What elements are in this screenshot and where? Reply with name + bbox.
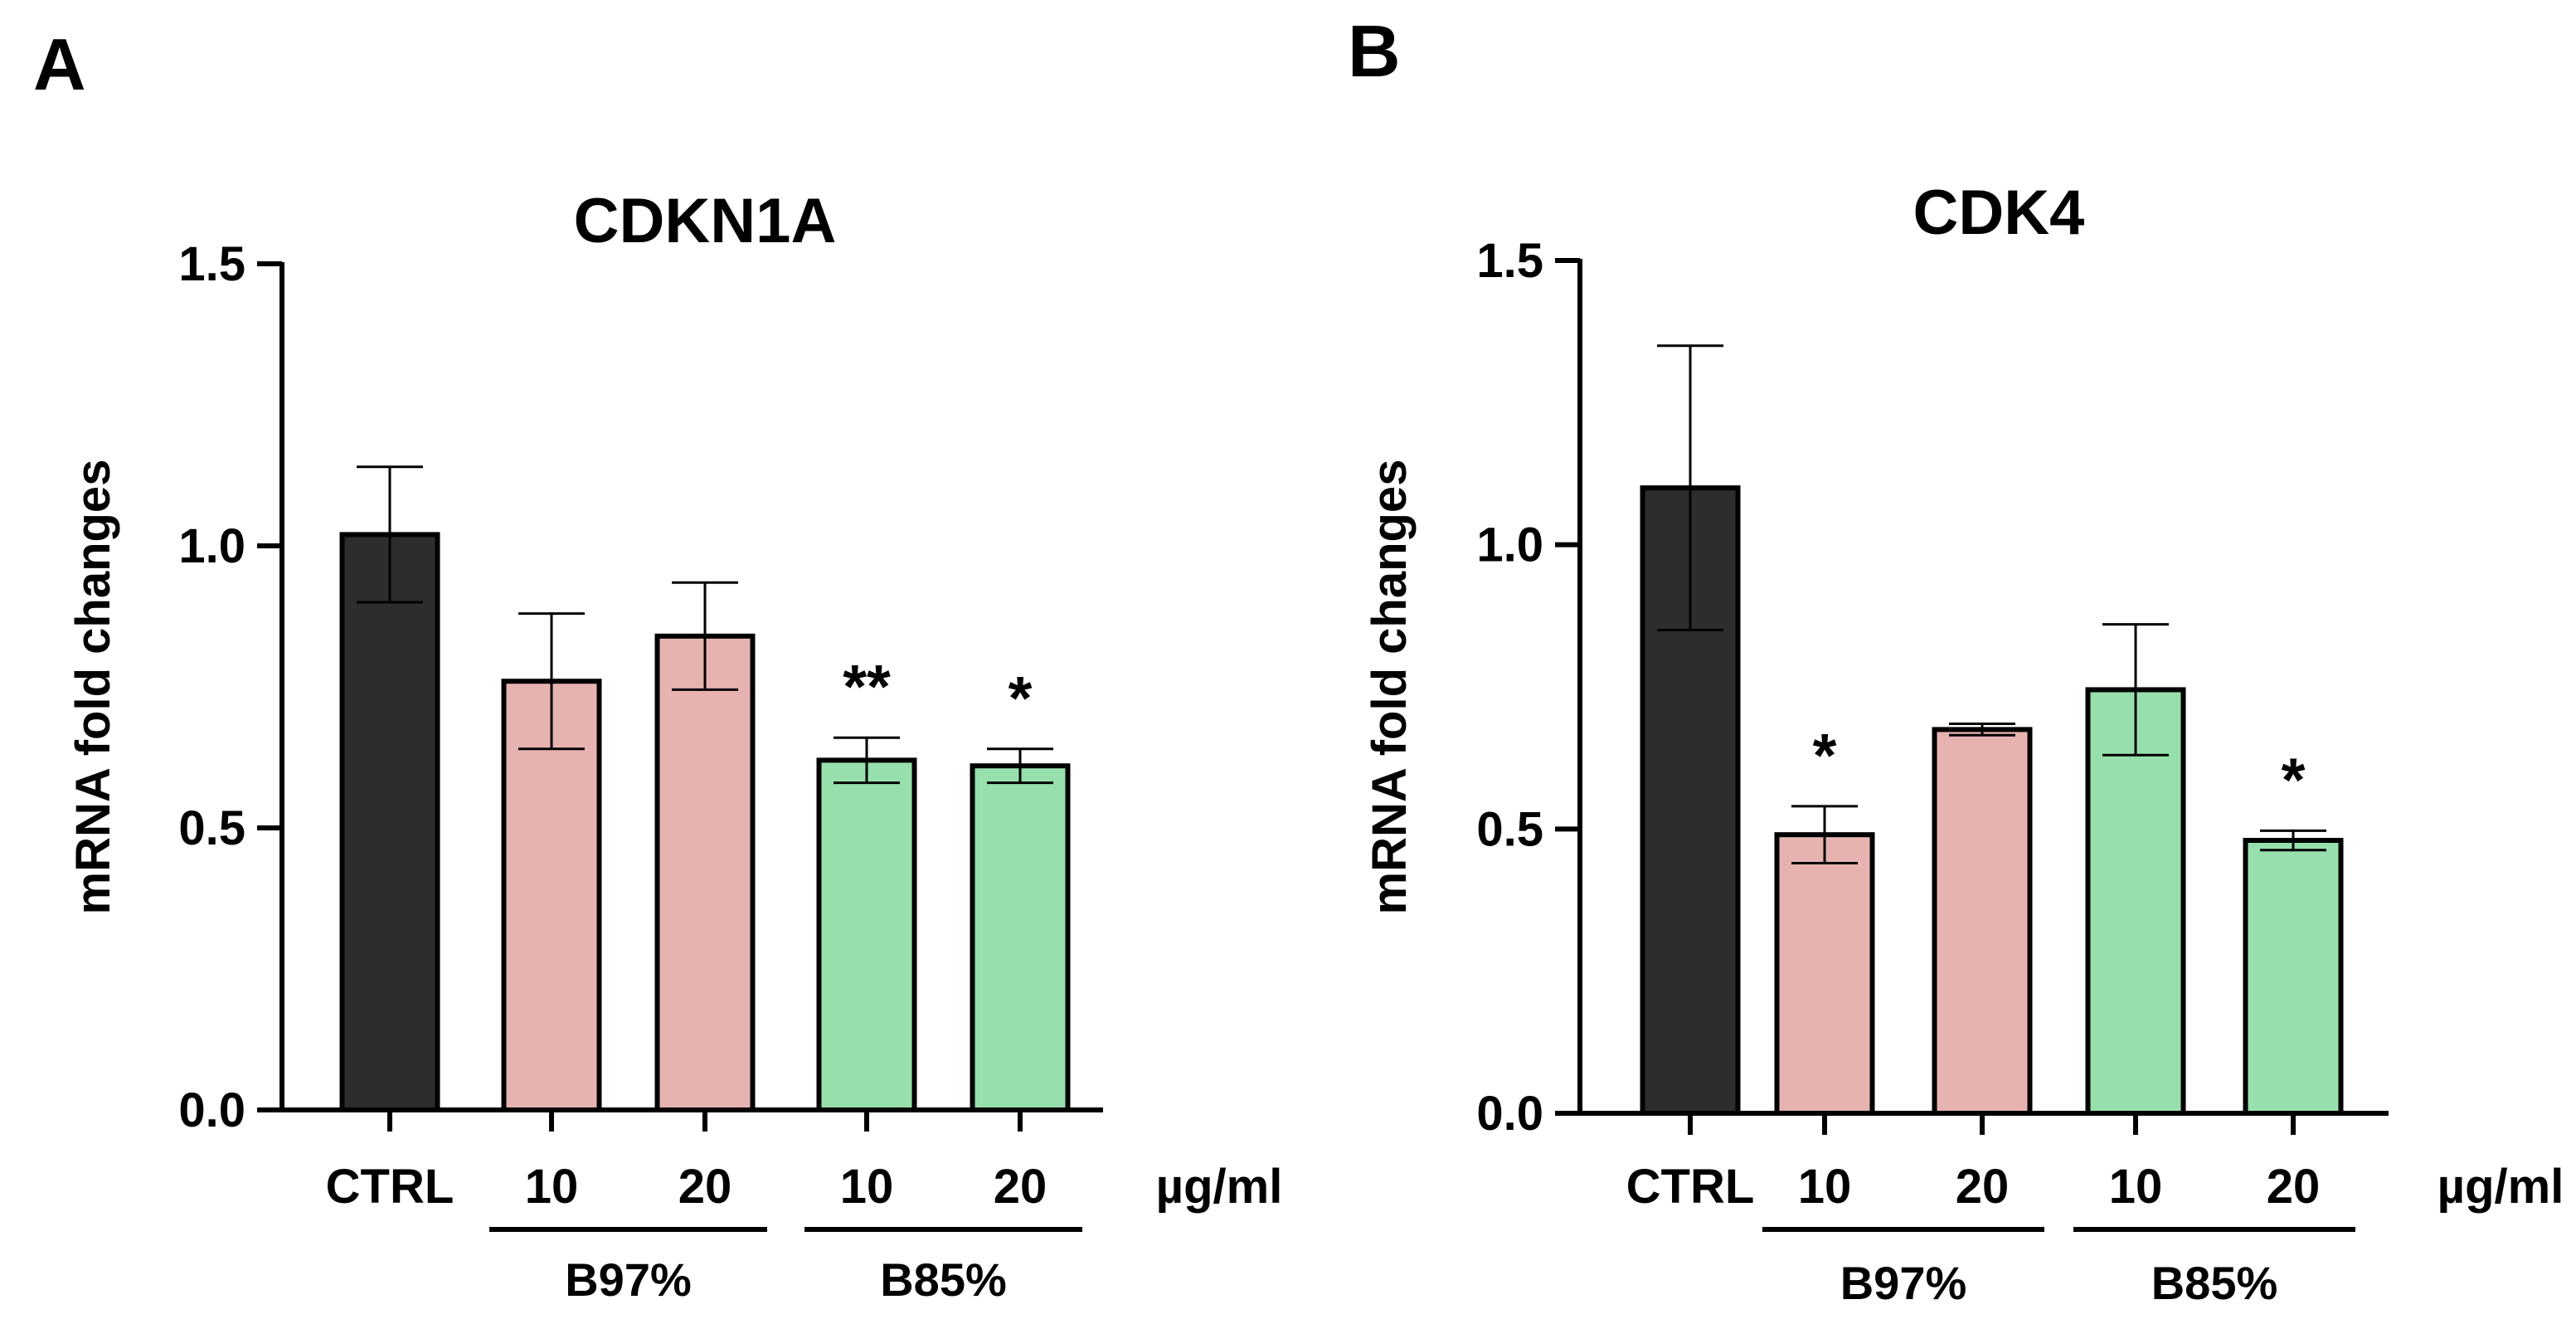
y-axis-label: mRNA fold changes [66, 460, 120, 915]
unit-label: µg/ml [2437, 1160, 2564, 1214]
y-tick-label: 1.0 [1476, 518, 1543, 572]
y-tick-label: 1.5 [178, 237, 245, 291]
unit-label: µg/ml [1156, 1160, 1283, 1214]
group-label: B85% [2151, 1257, 2278, 1309]
bar [339, 532, 440, 1112]
x-tick-label: 20 [2267, 1160, 2321, 1214]
panel-label: B [1348, 10, 1401, 92]
bar [1774, 832, 1875, 1116]
x-tick-label: 20 [994, 1160, 1047, 1214]
y-tick-label: 1.0 [178, 519, 245, 573]
chart-panel-a: A CDKN1A mRNA fold changes 0.0 0.5 1.0 1.5 CTRL… [33, 23, 1282, 1306]
y-tick-label: 0.5 [178, 801, 245, 855]
panel-label: A [33, 23, 86, 105]
x-tick-label: 20 [678, 1160, 732, 1214]
x-tick-label: CTRL [326, 1160, 454, 1214]
bar [2243, 838, 2344, 1116]
chart-panel-b: B CDK4 mRNA fold changes 0.0 0.5 1.0 1.5 CTRL 10… [1348, 10, 2564, 1309]
bar [816, 757, 917, 1113]
significance-marker: * [2282, 745, 2306, 814]
x-tick-label: 10 [525, 1160, 579, 1214]
y-tick-label: 0.5 [1476, 802, 1543, 856]
chart-title: CDKN1A [574, 186, 837, 256]
bar [1932, 727, 2033, 1117]
group-label: B97% [1840, 1257, 1967, 1309]
y-tick-label: 0.0 [1476, 1087, 1543, 1141]
significance-marker: ** [843, 652, 891, 721]
bar [654, 633, 756, 1112]
group-label: B85% [880, 1253, 1007, 1306]
bar [970, 763, 1071, 1112]
x-tick-label: 10 [840, 1160, 894, 1214]
bar [2085, 687, 2186, 1117]
y-tick-label: 1.5 [1476, 234, 1543, 288]
x-tick-label: 10 [1798, 1160, 1852, 1214]
chart-title: CDK4 [1913, 178, 2085, 248]
x-tick-label: 20 [1956, 1160, 2010, 1214]
significance-marker: * [1009, 664, 1033, 733]
x-tick-label: CTRL [1626, 1160, 1755, 1214]
x-tick-label: 10 [2109, 1160, 2163, 1214]
y-tick-label: 0.0 [178, 1083, 245, 1137]
group-label: B97% [565, 1253, 692, 1306]
significance-marker: * [1813, 721, 1837, 790]
y-axis-label: mRNA fold changes [1363, 460, 1417, 915]
